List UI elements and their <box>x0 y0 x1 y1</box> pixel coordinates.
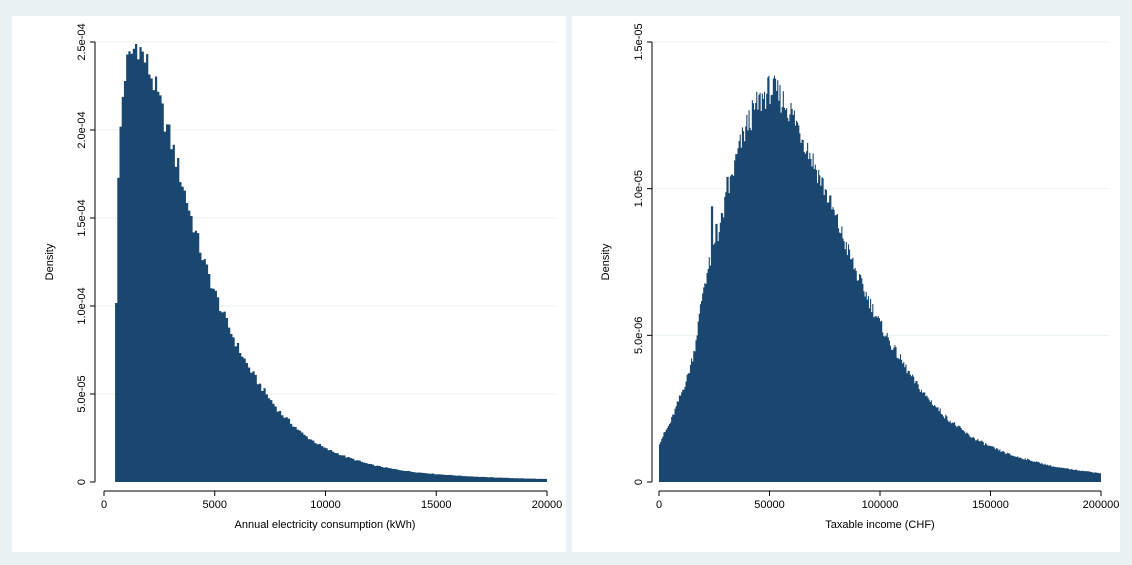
y-tick-label: 2.0e-04 <box>76 111 88 148</box>
histogram-bars <box>659 75 1101 482</box>
y-tick-label: 5.0e-05 <box>76 375 88 412</box>
y-axis-title-right: Density <box>600 243 612 280</box>
chart-left: 0 5.0e-05 1.0e-04 1.5e-04 2.0e-04 2.5e-04 0 500… <box>44 23 562 531</box>
x-tick-label: 10000 <box>310 499 341 511</box>
chart-right: 0 5.0e-06 1.0e-05 1.5e-05 0 50000 100000 150000… <box>600 23 1119 531</box>
x-tick-label: 50000 <box>754 499 785 511</box>
y-tick-label: 5.0e-06 <box>633 317 645 354</box>
x-tick-label: 5000 <box>203 499 227 511</box>
x-axis-title-left: Annual electricity consumption (kWh) <box>235 519 416 531</box>
x-tick-label: 0 <box>656 499 662 511</box>
x-tick-label: 15000 <box>421 499 452 511</box>
y-tick-label: 1.5e-04 <box>76 199 88 236</box>
y-tick-label: 1.0e-05 <box>633 170 645 207</box>
y-tick-label: 0 <box>633 479 645 485</box>
x-tick-label: 20000 <box>532 499 563 511</box>
y-axis-title-left: Density <box>44 243 56 280</box>
axes-right: 0 5.0e-06 1.0e-05 1.5e-05 0 50000 100000 150000… <box>633 23 1119 511</box>
histogram-bars-left <box>115 43 547 482</box>
y-tick-label: 1.5e-05 <box>633 23 645 60</box>
histogram-bars-right <box>659 75 1101 482</box>
x-axis-title-right: Taxable income (CHF) <box>825 519 934 531</box>
histogram-bars <box>115 43 547 482</box>
x-tick-label: 200000 <box>1083 499 1120 511</box>
x-tick-label: 150000 <box>972 499 1009 511</box>
y-tick-label: 1.0e-04 <box>76 287 88 324</box>
x-tick-label: 100000 <box>862 499 899 511</box>
x-tick-label: 0 <box>101 499 107 511</box>
axes-left: 0 5.0e-05 1.0e-04 1.5e-04 2.0e-04 2.5e-04 0 500… <box>76 23 562 511</box>
y-tick-label: 2.5e-04 <box>76 23 88 60</box>
y-tick-label: 0 <box>76 479 88 485</box>
